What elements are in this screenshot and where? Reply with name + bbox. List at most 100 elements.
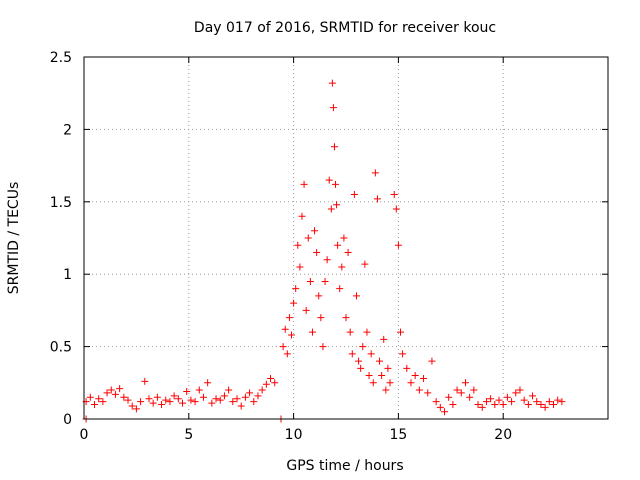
data-point <box>258 386 266 394</box>
data-point <box>558 398 566 406</box>
axis-ticks: 0 5 10 15 20 0 0.5 1 1.5 2 2.5 <box>50 50 608 443</box>
data-point <box>332 180 340 188</box>
data-point <box>250 398 258 406</box>
data-points <box>82 79 566 423</box>
data-point <box>300 180 308 188</box>
data-point <box>524 401 532 409</box>
data-point <box>474 401 482 409</box>
data-point <box>449 401 457 409</box>
data-point <box>384 364 392 372</box>
data-point <box>290 299 298 307</box>
data-point <box>212 395 220 403</box>
data-point <box>141 377 149 385</box>
data-point <box>357 364 365 372</box>
data-point <box>220 392 228 400</box>
data-point <box>132 405 140 413</box>
data-point <box>470 386 478 394</box>
data-point <box>328 79 336 87</box>
data-point <box>191 398 199 406</box>
data-point <box>503 393 511 401</box>
data-point <box>394 241 402 249</box>
y-tick-label: 1.5 <box>50 195 72 211</box>
data-point <box>466 393 474 401</box>
data-point <box>411 372 419 380</box>
data-point <box>124 396 132 404</box>
data-point <box>233 395 241 403</box>
data-point <box>95 395 103 403</box>
data-point <box>204 379 212 387</box>
data-point <box>145 395 153 403</box>
data-point <box>344 248 352 256</box>
data-point <box>399 350 407 358</box>
data-point <box>441 408 449 416</box>
data-point <box>478 403 486 411</box>
data-point <box>153 393 161 401</box>
data-point <box>516 386 524 394</box>
data-point <box>371 169 379 177</box>
data-point <box>317 314 325 322</box>
y-tick-label: 2 <box>63 122 72 138</box>
data-point <box>271 379 279 387</box>
data-point <box>170 392 178 400</box>
data-point <box>415 386 423 394</box>
data-point <box>137 398 145 406</box>
y-tick-label: 2.5 <box>50 50 72 66</box>
data-point <box>313 248 321 256</box>
grid-lines <box>84 57 608 419</box>
data-point <box>336 285 344 293</box>
data-point <box>529 392 537 400</box>
data-point <box>174 395 182 403</box>
data-point <box>491 401 499 409</box>
data-point <box>554 396 562 404</box>
data-point <box>380 335 388 343</box>
data-point <box>334 241 342 249</box>
data-point <box>445 393 453 401</box>
data-point <box>382 386 390 394</box>
data-point <box>432 398 440 406</box>
data-point <box>436 403 444 411</box>
data-point <box>183 387 191 395</box>
x-tick-label: 15 <box>389 427 407 443</box>
data-point <box>304 234 312 242</box>
data-point <box>373 195 381 203</box>
data-point <box>340 234 348 242</box>
data-point <box>149 399 157 407</box>
chart-title: Day 017 of 2016, SRMTID for receiver kou… <box>194 20 496 36</box>
data-point <box>158 401 166 409</box>
data-point <box>453 386 461 394</box>
data-point <box>292 285 300 293</box>
data-point <box>199 393 207 401</box>
x-axis-label: GPS time / hours <box>286 458 403 474</box>
x-tick-label: 5 <box>184 427 193 443</box>
data-point <box>333 201 341 209</box>
x-tick-label: 20 <box>494 427 512 443</box>
data-point <box>187 396 195 404</box>
data-point <box>369 379 377 387</box>
data-point <box>390 191 398 199</box>
data-point <box>545 398 553 406</box>
data-point <box>111 390 119 398</box>
y-tick-label: 1 <box>63 267 72 283</box>
data-point <box>279 343 287 351</box>
data-point <box>537 401 545 409</box>
data-point <box>355 357 363 365</box>
plot-frame <box>83 56 609 420</box>
data-point <box>329 104 337 112</box>
data-point <box>294 241 302 249</box>
data-point <box>237 402 245 410</box>
data-point <box>392 205 400 213</box>
data-point <box>376 357 384 365</box>
y-axis-label: SRMTID / TECUs <box>6 182 22 295</box>
data-point <box>302 306 310 314</box>
data-point <box>508 398 516 406</box>
data-point <box>550 401 558 409</box>
data-point <box>363 328 371 336</box>
data-point <box>306 277 314 285</box>
y-tick-label: 0 <box>63 412 72 428</box>
data-point <box>359 343 367 351</box>
data-point <box>330 143 338 151</box>
data-point <box>162 396 170 404</box>
data-point <box>229 398 237 406</box>
data-point <box>86 393 94 401</box>
data-point <box>285 314 293 322</box>
